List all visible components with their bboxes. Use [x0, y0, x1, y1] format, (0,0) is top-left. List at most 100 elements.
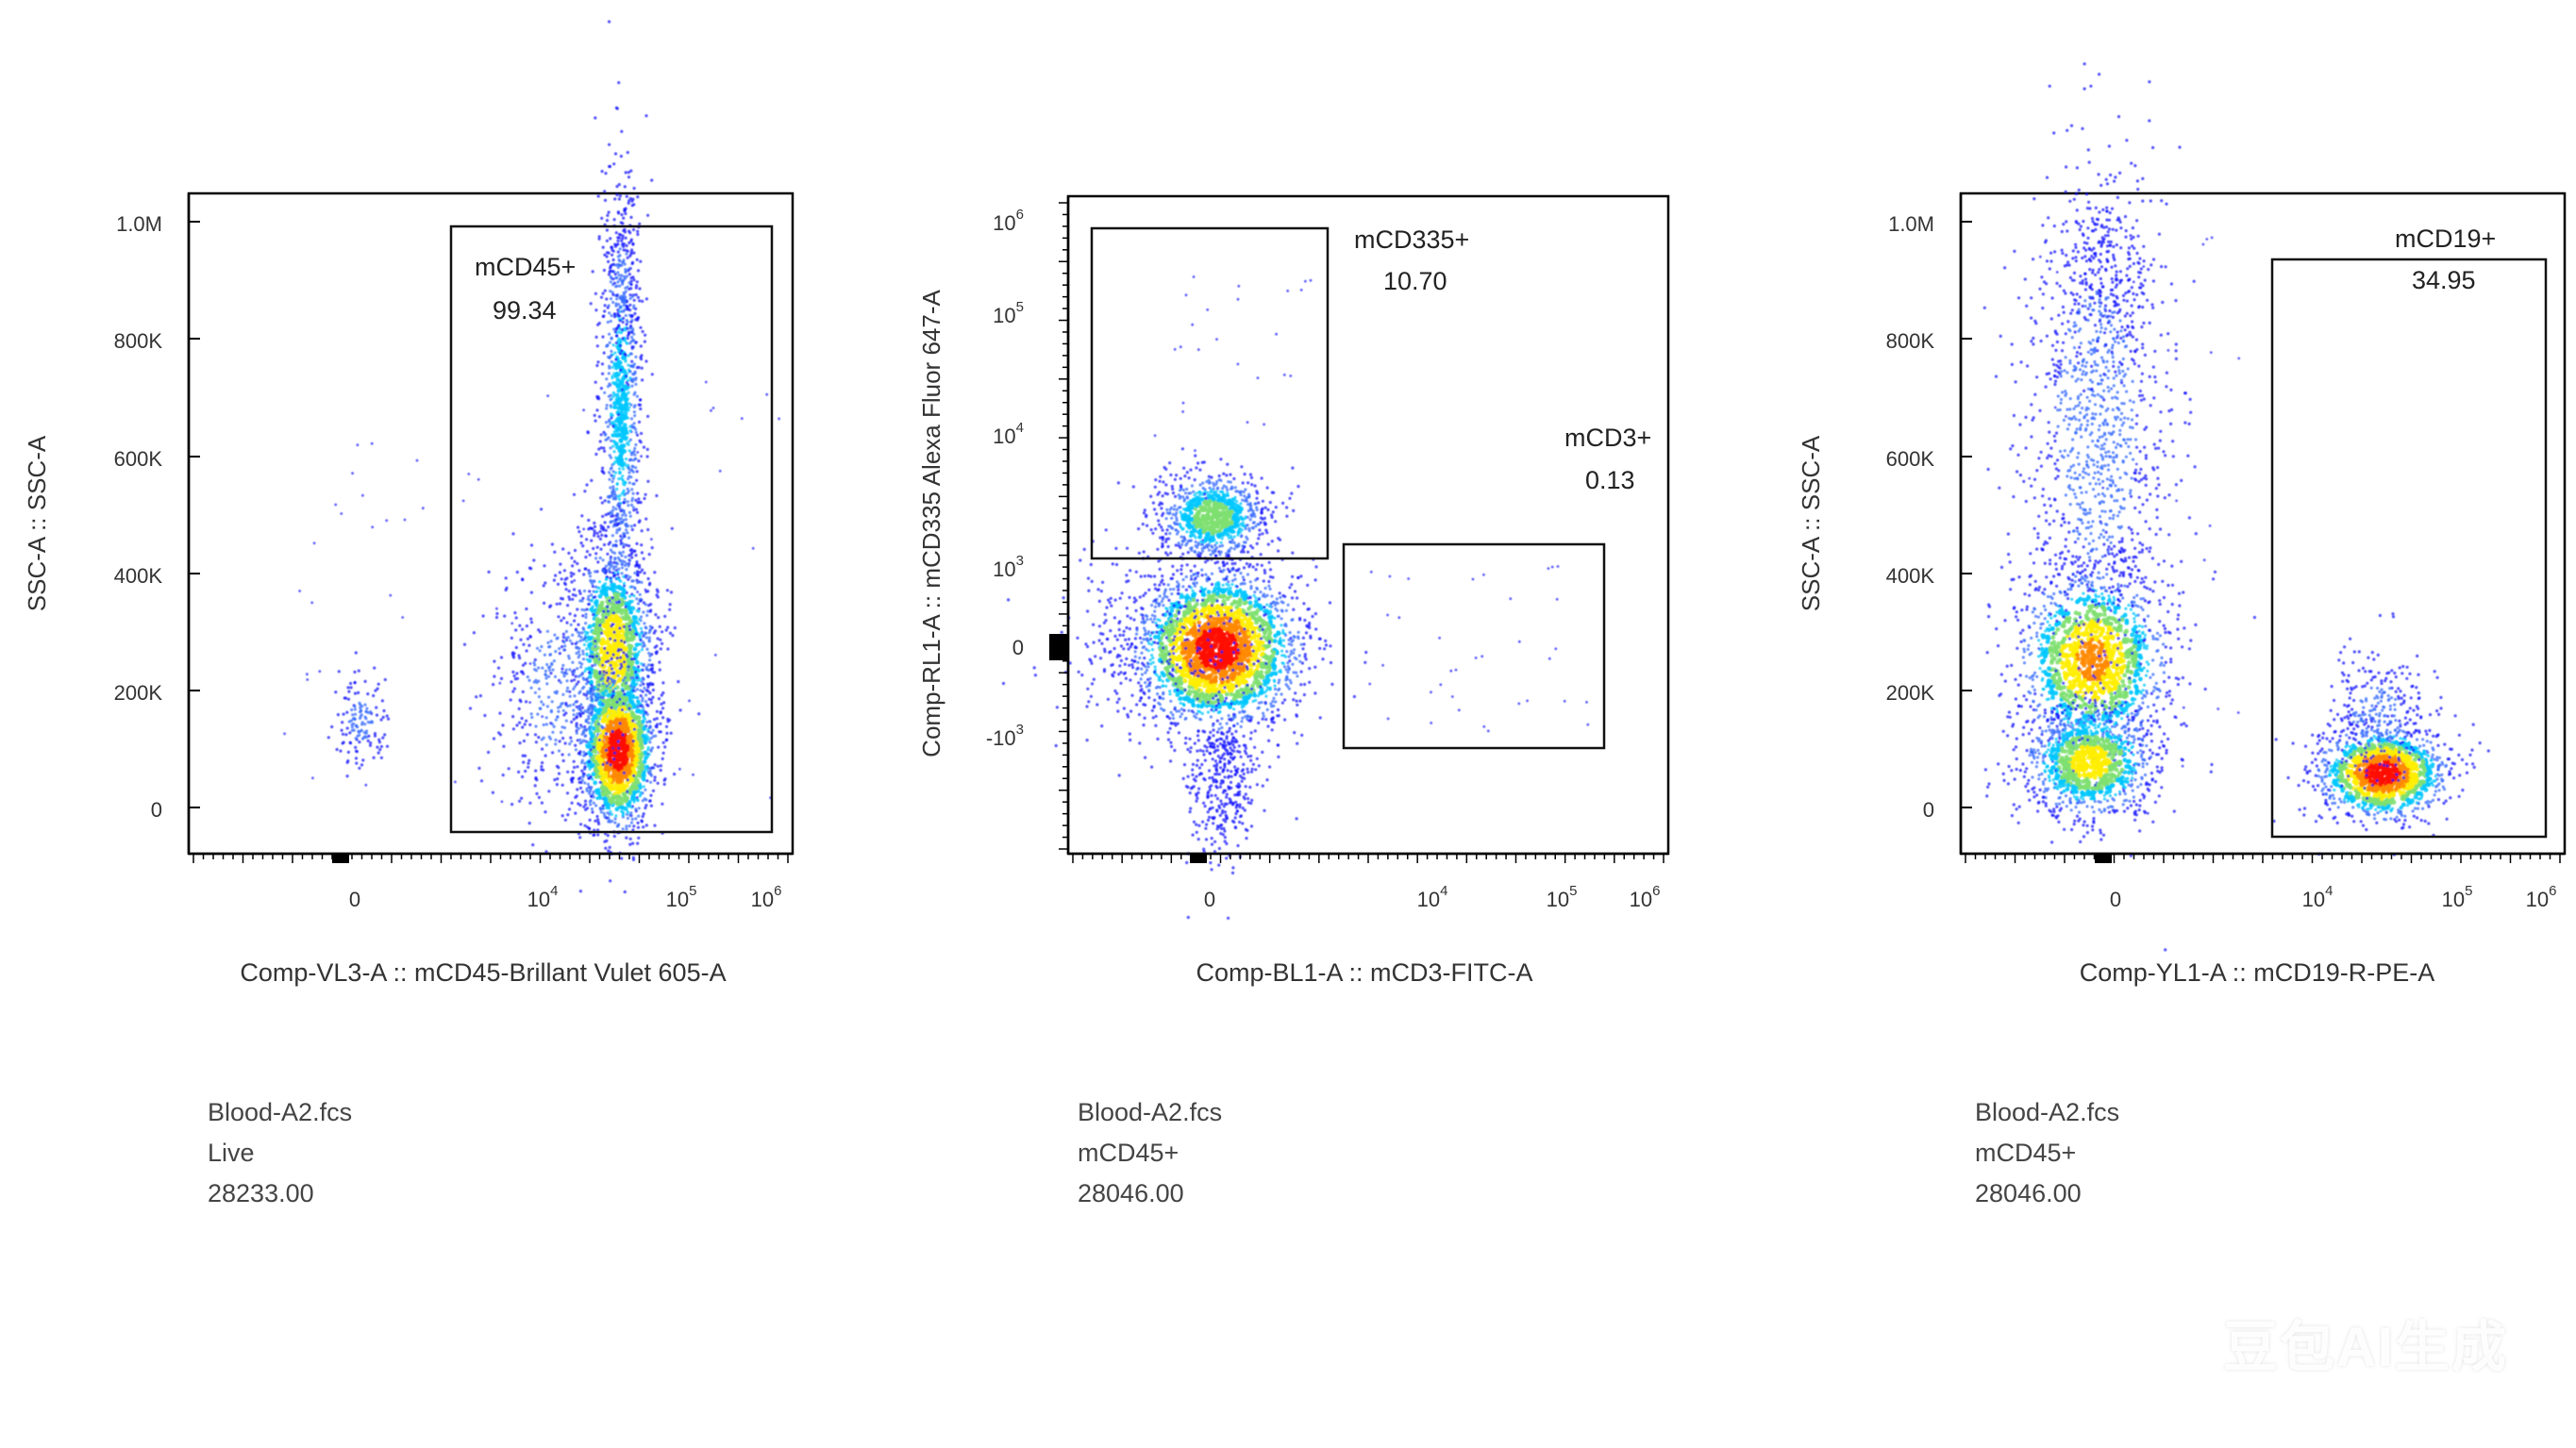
event-point	[611, 769, 617, 774]
event-point	[545, 682, 549, 686]
event-point	[586, 690, 590, 693]
event-point	[589, 737, 593, 741]
event-point	[611, 550, 614, 554]
event-point	[637, 719, 642, 724]
event-point	[622, 624, 627, 628]
event-point	[632, 727, 637, 731]
event-point	[622, 651, 626, 655]
event-point	[611, 544, 615, 548]
event-point	[342, 712, 345, 716]
event-point	[601, 804, 605, 808]
event-point	[606, 811, 610, 815]
event-point	[387, 717, 391, 721]
event-point	[623, 749, 628, 755]
event-point	[606, 495, 611, 499]
event-point	[627, 269, 630, 273]
event-point	[570, 556, 574, 560]
event-point	[335, 747, 339, 752]
event-point	[612, 315, 617, 319]
event-point	[713, 654, 717, 657]
event-point	[583, 636, 587, 640]
event-point	[567, 551, 571, 556]
event-point	[572, 713, 576, 717]
event-point	[639, 398, 643, 402]
event-point	[637, 520, 641, 524]
event-point	[621, 467, 626, 471]
event-point	[612, 474, 616, 478]
event-point	[511, 715, 515, 719]
event-point	[618, 454, 623, 459]
event-point	[616, 740, 620, 743]
event-point	[550, 700, 554, 704]
event-point	[599, 295, 604, 299]
event-point	[607, 849, 611, 853]
event-point	[381, 736, 385, 740]
event-point	[627, 554, 631, 558]
event-point	[621, 316, 626, 321]
event-point	[599, 600, 605, 606]
event-point	[665, 731, 669, 736]
event-point	[607, 642, 612, 648]
event-point	[1311, 614, 1314, 619]
x-tick-label-1e4: 104	[527, 883, 559, 911]
event-point	[624, 653, 628, 657]
event-point	[1280, 692, 1283, 696]
event-point	[649, 780, 653, 784]
event-point	[620, 736, 626, 741]
event-point	[636, 195, 640, 199]
event-point	[544, 723, 549, 726]
event-point	[578, 786, 583, 791]
event-point	[620, 129, 624, 133]
event-point	[544, 673, 547, 676]
event-point	[561, 737, 565, 741]
event-point	[581, 649, 585, 653]
event-point	[532, 558, 536, 562]
event-point	[483, 713, 487, 718]
event-point	[633, 391, 637, 394]
event-point	[602, 446, 606, 450]
event-point	[385, 744, 390, 748]
event-point	[355, 724, 359, 728]
event-point	[611, 506, 615, 509]
event-point	[604, 703, 610, 708]
event-point	[659, 730, 662, 734]
event-point	[616, 280, 620, 284]
event-point	[614, 518, 618, 522]
event-point	[599, 433, 603, 437]
event-point	[612, 405, 618, 409]
event-point	[622, 534, 627, 538]
event-point	[558, 652, 562, 656]
event-point	[618, 232, 622, 237]
event-point	[521, 725, 525, 729]
event-point	[341, 721, 344, 724]
event-point	[613, 330, 617, 334]
event-point	[1139, 677, 1143, 681]
event-point	[415, 458, 419, 462]
event-point	[625, 243, 628, 248]
event-point	[612, 381, 618, 386]
event-point	[602, 670, 606, 674]
event-point	[677, 680, 680, 684]
event-point	[564, 701, 568, 706]
event-point	[575, 646, 578, 650]
event-point	[560, 645, 564, 649]
event-point	[595, 796, 599, 800]
event-point	[579, 703, 583, 707]
event-point	[528, 801, 532, 805]
event-point	[318, 670, 322, 674]
event-point	[605, 671, 609, 674]
event-point	[610, 657, 613, 660]
event-point	[578, 690, 582, 693]
event-point	[628, 684, 633, 689]
event-point	[580, 732, 584, 737]
event-point	[618, 626, 622, 630]
event-point	[578, 714, 582, 718]
event-point	[594, 640, 597, 643]
event-point	[597, 237, 601, 241]
event-point	[608, 740, 612, 745]
event-point	[662, 782, 666, 787]
event-point	[634, 632, 638, 636]
event-point	[579, 665, 583, 669]
event-point	[366, 720, 370, 724]
event-point	[630, 346, 634, 350]
